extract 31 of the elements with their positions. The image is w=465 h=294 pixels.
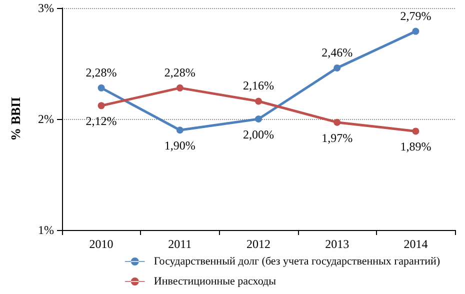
x-tick-label: 2014 <box>404 237 428 251</box>
x-tick-label: 2013 <box>325 237 350 251</box>
data-label: 2,12% <box>86 114 117 128</box>
x-tick-label: 2012 <box>246 237 270 251</box>
data-label: 2,46% <box>322 45 353 60</box>
point <box>412 28 420 35</box>
y-tick-label: 2% <box>38 112 54 126</box>
legend-label: Инвестиционные расходы <box>154 276 277 288</box>
data-label: 1,97% <box>322 130 353 145</box>
data-label: 2,00% <box>243 128 274 142</box>
point <box>255 116 262 122</box>
point <box>334 64 341 72</box>
y-tick-label: 3% <box>38 1 54 15</box>
point <box>98 84 105 92</box>
point <box>98 102 105 110</box>
legend-label: Государственный долг (без учета государственных гарантий) <box>154 256 440 268</box>
data-label: 2,79% <box>400 8 432 23</box>
point <box>412 128 420 135</box>
x-tick-label: 2010 <box>89 237 114 251</box>
data-label: 2,16% <box>243 78 274 93</box>
data-label: 1,90% <box>164 138 196 153</box>
point <box>176 84 184 92</box>
point <box>176 126 184 134</box>
data-label: 2,28% <box>86 65 117 80</box>
data-label: 2,28% <box>164 65 196 80</box>
y-tick-label: 1% <box>38 223 54 237</box>
data-label: 1,89% <box>400 140 432 154</box>
point <box>334 118 341 126</box>
x-tick-label: 2011 <box>168 237 192 251</box>
point <box>255 98 262 105</box>
y-axis-title: % ВВП <box>8 97 23 141</box>
